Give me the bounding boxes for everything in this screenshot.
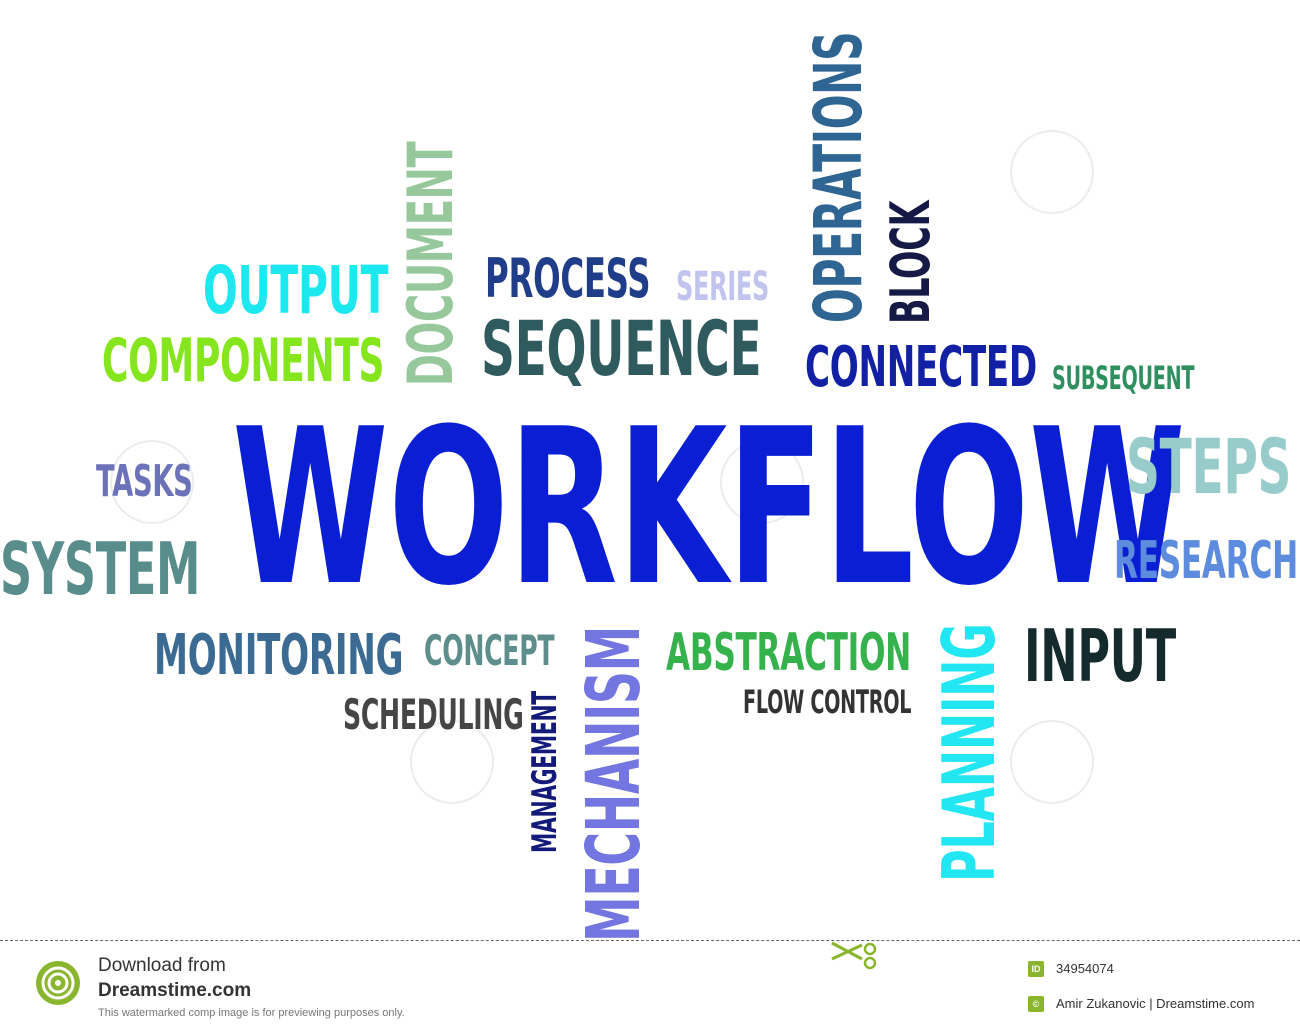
copyright-badge: ©: [1028, 996, 1044, 1012]
word-abstraction: ABSTRACTION: [666, 623, 911, 683]
download-footer: Download from Dreamstime.com This waterm…: [0, 940, 1300, 1032]
word-research: RESEARCH: [1114, 531, 1298, 591]
word-block: BLOCK: [879, 200, 942, 324]
word-tasks: TASKS: [96, 456, 193, 507]
word-output: OUTPUT: [203, 252, 389, 329]
word-cloud: WORKFLOW OUTPUT COMPONENTS DOCUMENT PROC…: [0, 31, 1298, 940]
word-input: INPUT: [1024, 614, 1176, 698]
word-subsequent: SUBSEQUENT: [1052, 359, 1195, 397]
word-steps: STEPS: [1126, 422, 1292, 511]
watermark-logo: [110, 440, 194, 524]
word-sequence: SEQUENCE: [481, 304, 762, 393]
word-planning: PLANNING: [927, 623, 1011, 882]
site-name-link[interactable]: Dreamstime.com: [98, 980, 252, 1001]
word-process: PROCESS: [485, 247, 651, 310]
word-concept: CONCEPT: [424, 626, 555, 675]
word-scheduling: SCHEDULING: [343, 690, 524, 739]
word-document: DOCUMENT: [394, 141, 467, 386]
word-components: COMPONENTS: [102, 326, 385, 396]
word-connected: CONNECTED: [805, 335, 1037, 400]
id-badge: ID: [1028, 961, 1044, 977]
watermark-logo: [410, 720, 494, 804]
watermark-logo: [1010, 130, 1094, 214]
word-mechanism: MECHANISM: [571, 626, 657, 940]
word-operations: OPERATIONS: [800, 31, 877, 324]
word-workflow: WORKFLOW: [232, 382, 1186, 633]
word-management: MANAGEMENT: [525, 691, 565, 853]
watermark-disclaimer: This watermarked comp image is for previ…: [98, 1007, 405, 1019]
download-label: Download from: [98, 955, 226, 976]
watermark-logo: [1010, 720, 1094, 804]
scissors-icon: [831, 941, 877, 970]
dreamstime-logo-icon: [36, 961, 80, 1005]
word-series: SERIES: [676, 264, 769, 310]
watermark-logo: [720, 440, 804, 524]
word-system: SYSTEM: [0, 527, 201, 611]
word-flow-control: FLOW CONTROL: [743, 683, 912, 721]
word-monitoring: MONITORING: [154, 623, 404, 688]
author-credit: Amir Zukanovic | Dreamstime.com: [1056, 996, 1255, 1011]
image-id: 34954074: [1056, 961, 1114, 976]
